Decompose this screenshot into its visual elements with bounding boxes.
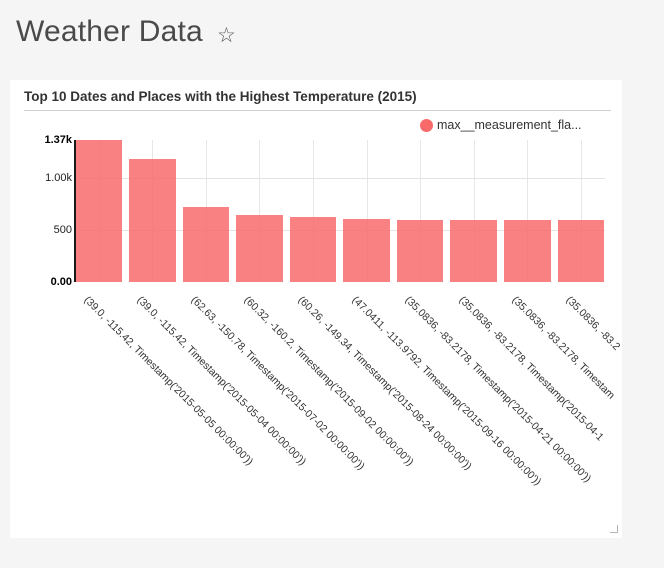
card-resize-handle-icon[interactable] — [610, 525, 618, 533]
bar-series-3[interactable] — [236, 215, 283, 282]
y-gridline — [74, 230, 605, 232]
page-title: Weather Data — [16, 15, 203, 48]
x-axis-tick-label: (47.0411, -113.9792, Timestamp('2015-09-… — [349, 294, 543, 488]
y-axis-tick-label: 500 — [53, 223, 72, 236]
bar-series-9[interactable] — [557, 220, 604, 282]
x-axis-tick-label: (35.0836, -83.2178, Timestam — [509, 294, 618, 402]
bar-series-5[interactable] — [343, 218, 390, 282]
x-gridline — [420, 140, 422, 282]
bar-series-0[interactable] — [75, 140, 122, 282]
y-gridline — [74, 178, 605, 180]
bar-chart-plot-area: 0.00 500 1.00k 1.37k (39.0, -115.42, Timesta… — [10, 80, 622, 538]
card-divider — [24, 110, 611, 111]
legend-item[interactable]: max__measurement_fla... — [420, 118, 582, 132]
x-gridline — [366, 140, 368, 282]
x-gridline — [259, 140, 261, 282]
x-gridline — [473, 140, 475, 282]
x-axis-tick-label: (35.0836, -83.2178, Timestamp('2015-04-2… — [402, 294, 594, 485]
y-axis-line — [74, 140, 76, 282]
bar-series-2[interactable] — [182, 207, 230, 282]
page-header: Weather Data ☆ — [16, 12, 236, 52]
y-axis-tick-label: 1.37k — [44, 133, 72, 146]
y-axis-tick-label: 1.00k — [45, 171, 72, 184]
bar-series-1[interactable] — [129, 158, 176, 282]
chart-title: Top 10 Dates and Places with the Highest… — [24, 89, 417, 104]
bar-series-6[interactable] — [396, 219, 444, 282]
bar-series-8[interactable] — [504, 220, 551, 282]
x-gridline — [580, 140, 582, 282]
bar-series-7[interactable] — [450, 219, 497, 282]
x-gridline — [313, 140, 314, 282]
legend-series-dot-icon — [420, 118, 433, 132]
favorite-star-icon[interactable]: ☆ — [216, 23, 236, 47]
x-axis-tick-label: (35.0836, -83.2 — [563, 294, 622, 353]
chart-card: Top 10 Dates and Places with the Highest… — [10, 80, 622, 538]
y-axis-tick-label: 0.00 — [50, 275, 72, 288]
x-gridline — [527, 140, 529, 282]
bar-series-4[interactable] — [289, 216, 337, 282]
legend-series-label: max__measurement_fla... — [437, 118, 582, 132]
